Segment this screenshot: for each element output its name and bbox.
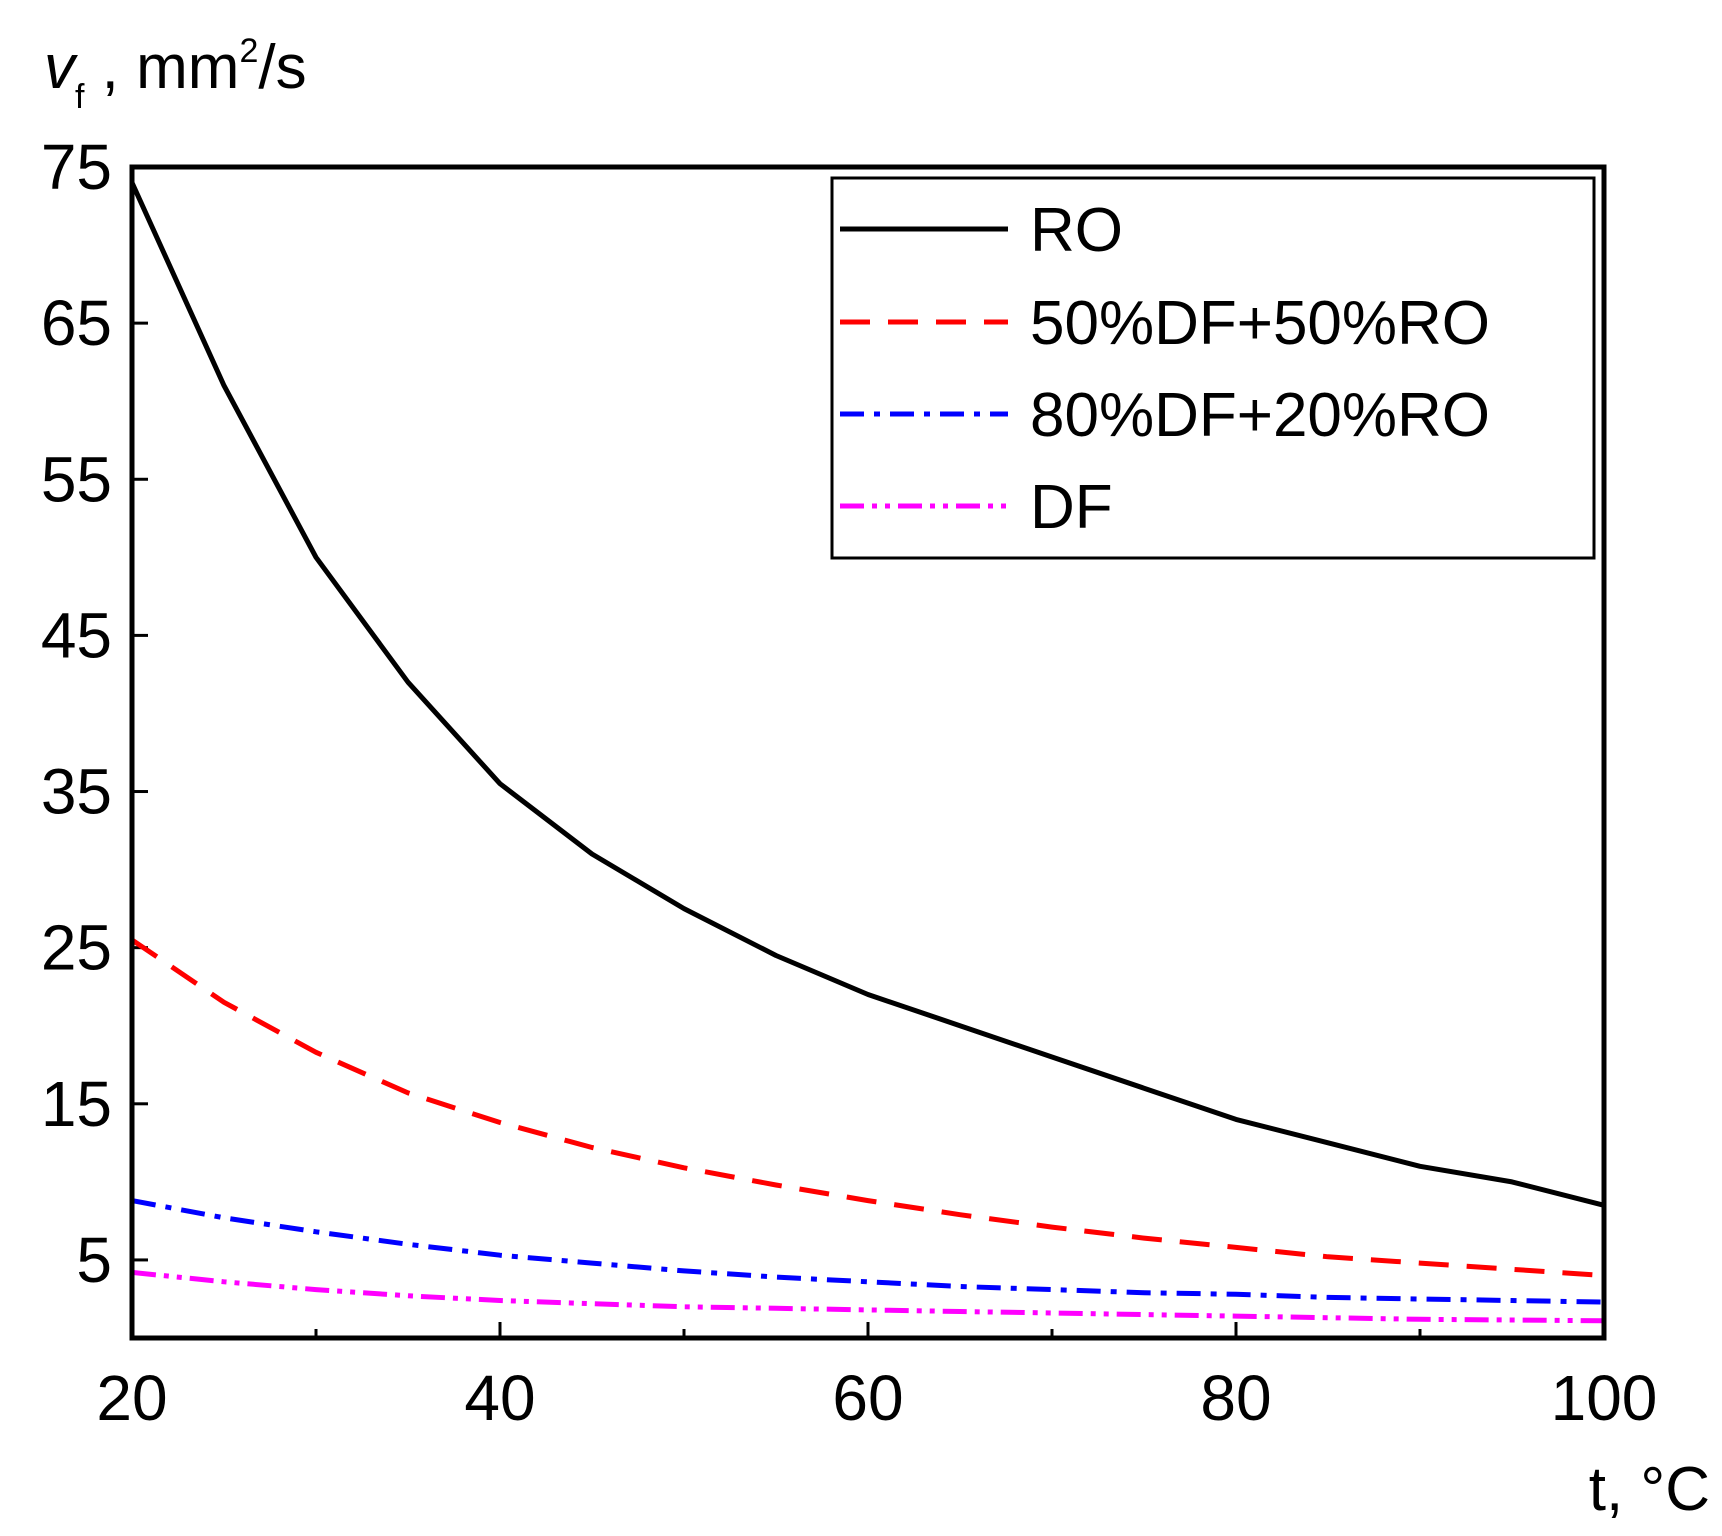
y-tick-label: 75 — [41, 131, 112, 203]
y-tick-label: 65 — [41, 287, 112, 359]
series-line-df — [131, 1269, 1605, 1324]
series-line-ro — [129, 181, 1605, 1208]
series-layer — [129, 181, 1605, 1324]
y-tick-label: 25 — [41, 912, 112, 984]
y-tick-label: 45 — [41, 599, 112, 671]
y-tick-label: 5 — [76, 1224, 112, 1296]
y-axis-unit-tail: /s — [258, 33, 306, 102]
x-tick-label: 100 — [1551, 1362, 1658, 1434]
y-axis-unit: mm — [119, 33, 240, 102]
y-axis-label: vf , mm2/s — [44, 32, 307, 116]
y-axis-separator: , — [84, 33, 118, 102]
x-tick-label: 40 — [464, 1362, 535, 1434]
x-tick-label: 80 — [1200, 1362, 1271, 1434]
series-line-50-df-50-ro — [130, 937, 1605, 1278]
legend: RO 50%DF+50%RO 80%DF+20%RO DF — [830, 176, 1596, 560]
y-tick-label: 55 — [41, 443, 112, 515]
y-axis-subscript: f — [75, 78, 85, 116]
series-line-80-df-20-ro — [131, 1198, 1605, 1305]
legend-label-df: DF — [1030, 473, 1113, 542]
legend-label-ro: RO — [1030, 196, 1123, 265]
y-tick-label: 35 — [41, 756, 112, 828]
legend-label-80df-20ro: 80%DF+20%RO — [1030, 381, 1490, 450]
plot-frame — [129, 164, 1607, 1341]
y-tick-label: 15 — [41, 1068, 112, 1140]
axis-ticks: 20 40 60 80 100 5 15 25 35 45 55 65 75 — [41, 131, 1658, 1434]
y-axis-unit-exponent: 2 — [239, 32, 258, 70]
x-tick-label: 60 — [832, 1362, 903, 1434]
legend-box — [830, 176, 1596, 560]
x-tick-label: 20 — [96, 1362, 167, 1434]
y-axis-symbol: v — [44, 33, 78, 102]
x-axis-label: t, °C — [1589, 1455, 1710, 1524]
legend-label-50df-50ro: 50%DF+50%RO — [1030, 289, 1490, 358]
